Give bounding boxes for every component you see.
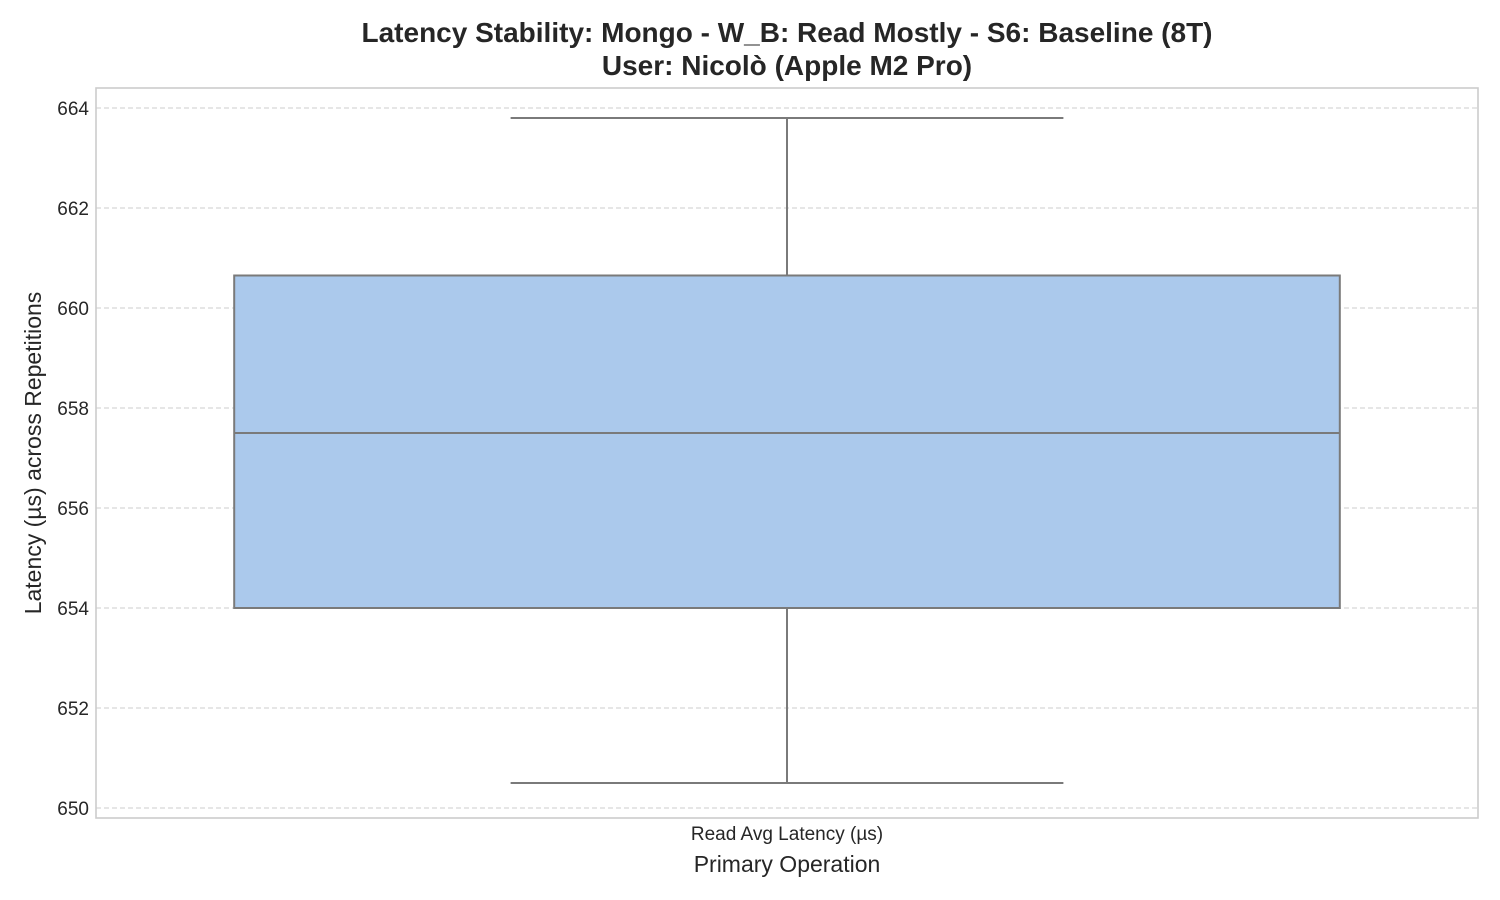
y-tick-label: 652 [57,699,89,720]
y-tick-label: 654 [57,599,89,620]
y-axis-label: Latency (µs) across Repetitions [20,292,46,615]
interquartile-box [233,274,1341,609]
y-tick-label: 656 [57,499,89,520]
y-tick-label: 662 [57,199,89,220]
x-tick-label: Read Avg Latency (µs) [691,824,883,845]
chart-title: Latency Stability: Mongo - W_B: Read Mos… [362,17,1213,48]
boxplot [233,117,1341,784]
y-tick-label: 650 [57,799,89,820]
chart-subtitle: User: Nicolò (Apple M2 Pro) [602,50,972,81]
x-axis-label: Primary Operation [694,851,881,877]
y-tick-label: 658 [57,399,89,420]
y-tick-label: 660 [57,299,89,320]
y-tick-label: 664 [57,99,89,120]
plot-frame [95,87,1479,819]
x-axis-ticks: Read Avg Latency (µs) [691,824,883,845]
y-axis-ticks: 650 652 654 656 658 660 662 664 [57,99,89,820]
